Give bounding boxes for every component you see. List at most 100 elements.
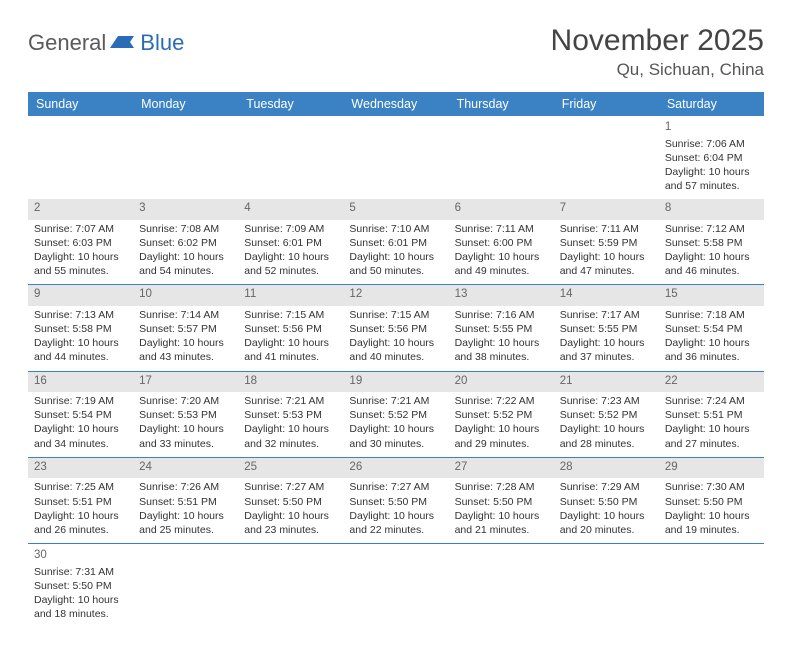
daylight-text: Daylight: 10 hours (665, 250, 758, 264)
day-number: 19 (349, 374, 442, 390)
daylight-text: and 38 minutes. (455, 350, 548, 364)
day-number: 28 (560, 460, 653, 476)
calendar-empty (133, 116, 238, 199)
daylight-text: Daylight: 10 hours (139, 422, 232, 436)
daylight-text: Daylight: 10 hours (560, 250, 653, 264)
daylight-text: Daylight: 10 hours (34, 250, 127, 264)
day-number: 7 (560, 201, 653, 217)
calendar-day: 8Sunrise: 7:12 AMSunset: 5:58 PMDaylight… (659, 199, 764, 284)
sunrise-text: Sunrise: 7:22 AM (455, 394, 548, 408)
sunrise-text: Sunrise: 7:19 AM (34, 394, 127, 408)
calendar-empty (343, 544, 448, 627)
day-number: 30 (34, 548, 127, 564)
sunset-text: Sunset: 5:57 PM (139, 322, 232, 336)
sunrise-text: Sunrise: 7:27 AM (349, 480, 442, 494)
daylight-text: and 57 minutes. (665, 179, 758, 193)
calendar-day: 26 Sunrise: 7:27 AMSunset: 5:50 PMDayligh… (343, 458, 448, 543)
calendar-empty (238, 116, 343, 199)
weekday-label: Saturday (659, 92, 764, 116)
daylight-text: and 43 minutes. (139, 350, 232, 364)
sunrise-text: Sunrise: 7:31 AM (34, 565, 127, 579)
sunset-text: Sunset: 5:58 PM (665, 236, 758, 250)
sunrise-text: Sunrise: 7:24 AM (665, 394, 758, 408)
daylight-text: Daylight: 10 hours (34, 593, 127, 607)
sunset-text: Sunset: 5:50 PM (455, 495, 548, 509)
daylight-text: Daylight: 10 hours (455, 509, 548, 523)
logo-text-2: Blue (140, 30, 184, 56)
sunrise-text: Sunrise: 7:11 AM (560, 222, 653, 236)
daylight-text: and 22 minutes. (349, 523, 442, 537)
daylight-text: Daylight: 10 hours (349, 336, 442, 350)
sunset-text: Sunset: 5:50 PM (244, 495, 337, 509)
day-number: 8 (665, 201, 758, 217)
daylight-text: and 46 minutes. (665, 264, 758, 278)
daylight-text: Daylight: 10 hours (560, 336, 653, 350)
daylight-text: and 26 minutes. (34, 523, 127, 537)
day-number: 26 (349, 460, 442, 476)
daylight-text: and 33 minutes. (139, 437, 232, 451)
calendar-day: 25Sunrise: 7:27 AMSunset: 5:50 PMDayligh… (238, 458, 343, 543)
calendar-day: 17Sunrise: 7:20 AMSunset: 5:53 PMDayligh… (133, 372, 238, 457)
daylight-text: Daylight: 10 hours (560, 509, 653, 523)
daylight-text: and 40 minutes. (349, 350, 442, 364)
day-number: 20 (455, 374, 548, 390)
calendar-empty (343, 116, 448, 199)
daylight-text: and 44 minutes. (34, 350, 127, 364)
sunset-text: Sunset: 5:54 PM (34, 408, 127, 422)
sunset-text: Sunset: 5:52 PM (455, 408, 548, 422)
sunrise-text: Sunrise: 7:06 AM (665, 137, 758, 151)
calendar-week: 2Sunrise: 7:07 AMSunset: 6:03 PMDaylight… (28, 199, 764, 285)
sunset-text: Sunset: 5:51 PM (34, 495, 127, 509)
sunset-text: Sunset: 5:52 PM (560, 408, 653, 422)
daylight-text: and 20 minutes. (560, 523, 653, 537)
sunset-text: Sunset: 6:02 PM (139, 236, 232, 250)
daylight-text: Daylight: 10 hours (34, 336, 127, 350)
calendar-day: 20Sunrise: 7:22 AMSunset: 5:52 PMDayligh… (449, 372, 554, 457)
day-number: 12 (349, 287, 442, 303)
sunset-text: Sunset: 5:50 PM (349, 495, 442, 509)
calendar-empty (659, 544, 764, 627)
sunrise-text: Sunrise: 7:13 AM (34, 308, 127, 322)
weekday-label: Wednesday (343, 92, 448, 116)
sunrise-text: Sunrise: 7:18 AM (665, 308, 758, 322)
day-number: 3 (139, 201, 232, 217)
calendar-day: 22 Sunrise: 7:24 AMSunset: 5:51 PMDayligh… (659, 372, 764, 457)
calendar-day: 9Sunrise: 7:13 AMSunset: 5:58 PMDaylight… (28, 285, 133, 370)
month-title: November 2025 (551, 24, 764, 58)
calendar-day: 6Sunrise: 7:11 AMSunset: 6:00 PMDaylight… (449, 199, 554, 284)
calendar-day: 4Sunrise: 7:09 AMSunset: 6:01 PMDaylight… (238, 199, 343, 284)
weekday-label: Sunday (28, 92, 133, 116)
daylight-text: and 36 minutes. (665, 350, 758, 364)
calendar-week: 9Sunrise: 7:13 AMSunset: 5:58 PMDaylight… (28, 285, 764, 371)
calendar-empty (449, 544, 554, 627)
day-number: 22 (665, 374, 758, 390)
calendar-day: 29Sunrise: 7:30 AMSunset: 5:50 PMDayligh… (659, 458, 764, 543)
calendar-day: 5Sunrise: 7:10 AMSunset: 6:01 PMDaylight… (343, 199, 448, 284)
sunset-text: Sunset: 5:58 PM (34, 322, 127, 336)
sunset-text: Sunset: 6:04 PM (665, 151, 758, 165)
daylight-text: Daylight: 10 hours (665, 336, 758, 350)
sunset-text: Sunset: 5:56 PM (244, 322, 337, 336)
daylight-text: and 50 minutes. (349, 264, 442, 278)
daylight-text: and 41 minutes. (244, 350, 337, 364)
daylight-text: and 27 minutes. (665, 437, 758, 451)
sunrise-text: Sunrise: 7:23 AM (560, 394, 653, 408)
sunset-text: Sunset: 5:51 PM (665, 408, 758, 422)
calendar-empty (28, 116, 133, 199)
sunrise-text: Sunrise: 7:09 AM (244, 222, 337, 236)
calendar-empty (554, 544, 659, 627)
sunrise-text: Sunrise: 7:16 AM (455, 308, 548, 322)
sunrise-text: Sunrise: 7:17 AM (560, 308, 653, 322)
sunrise-text: Sunrise: 7:11 AM (455, 222, 548, 236)
daylight-text: Daylight: 10 hours (665, 422, 758, 436)
daylight-text: and 23 minutes. (244, 523, 337, 537)
calendar-day: 18Sunrise: 7:21 AMSunset: 5:53 PMDayligh… (238, 372, 343, 457)
sunset-text: Sunset: 5:51 PM (139, 495, 232, 509)
daylight-text: Daylight: 10 hours (349, 509, 442, 523)
sunset-text: Sunset: 5:56 PM (349, 322, 442, 336)
location: Qu, Sichuan, China (551, 60, 764, 80)
sunrise-text: Sunrise: 7:21 AM (244, 394, 337, 408)
calendar-day: 23Sunrise: 7:25 AMSunset: 5:51 PMDayligh… (28, 458, 133, 543)
calendar-day: 28Sunrise: 7:29 AMSunset: 5:50 PMDayligh… (554, 458, 659, 543)
day-number: 5 (349, 201, 442, 217)
